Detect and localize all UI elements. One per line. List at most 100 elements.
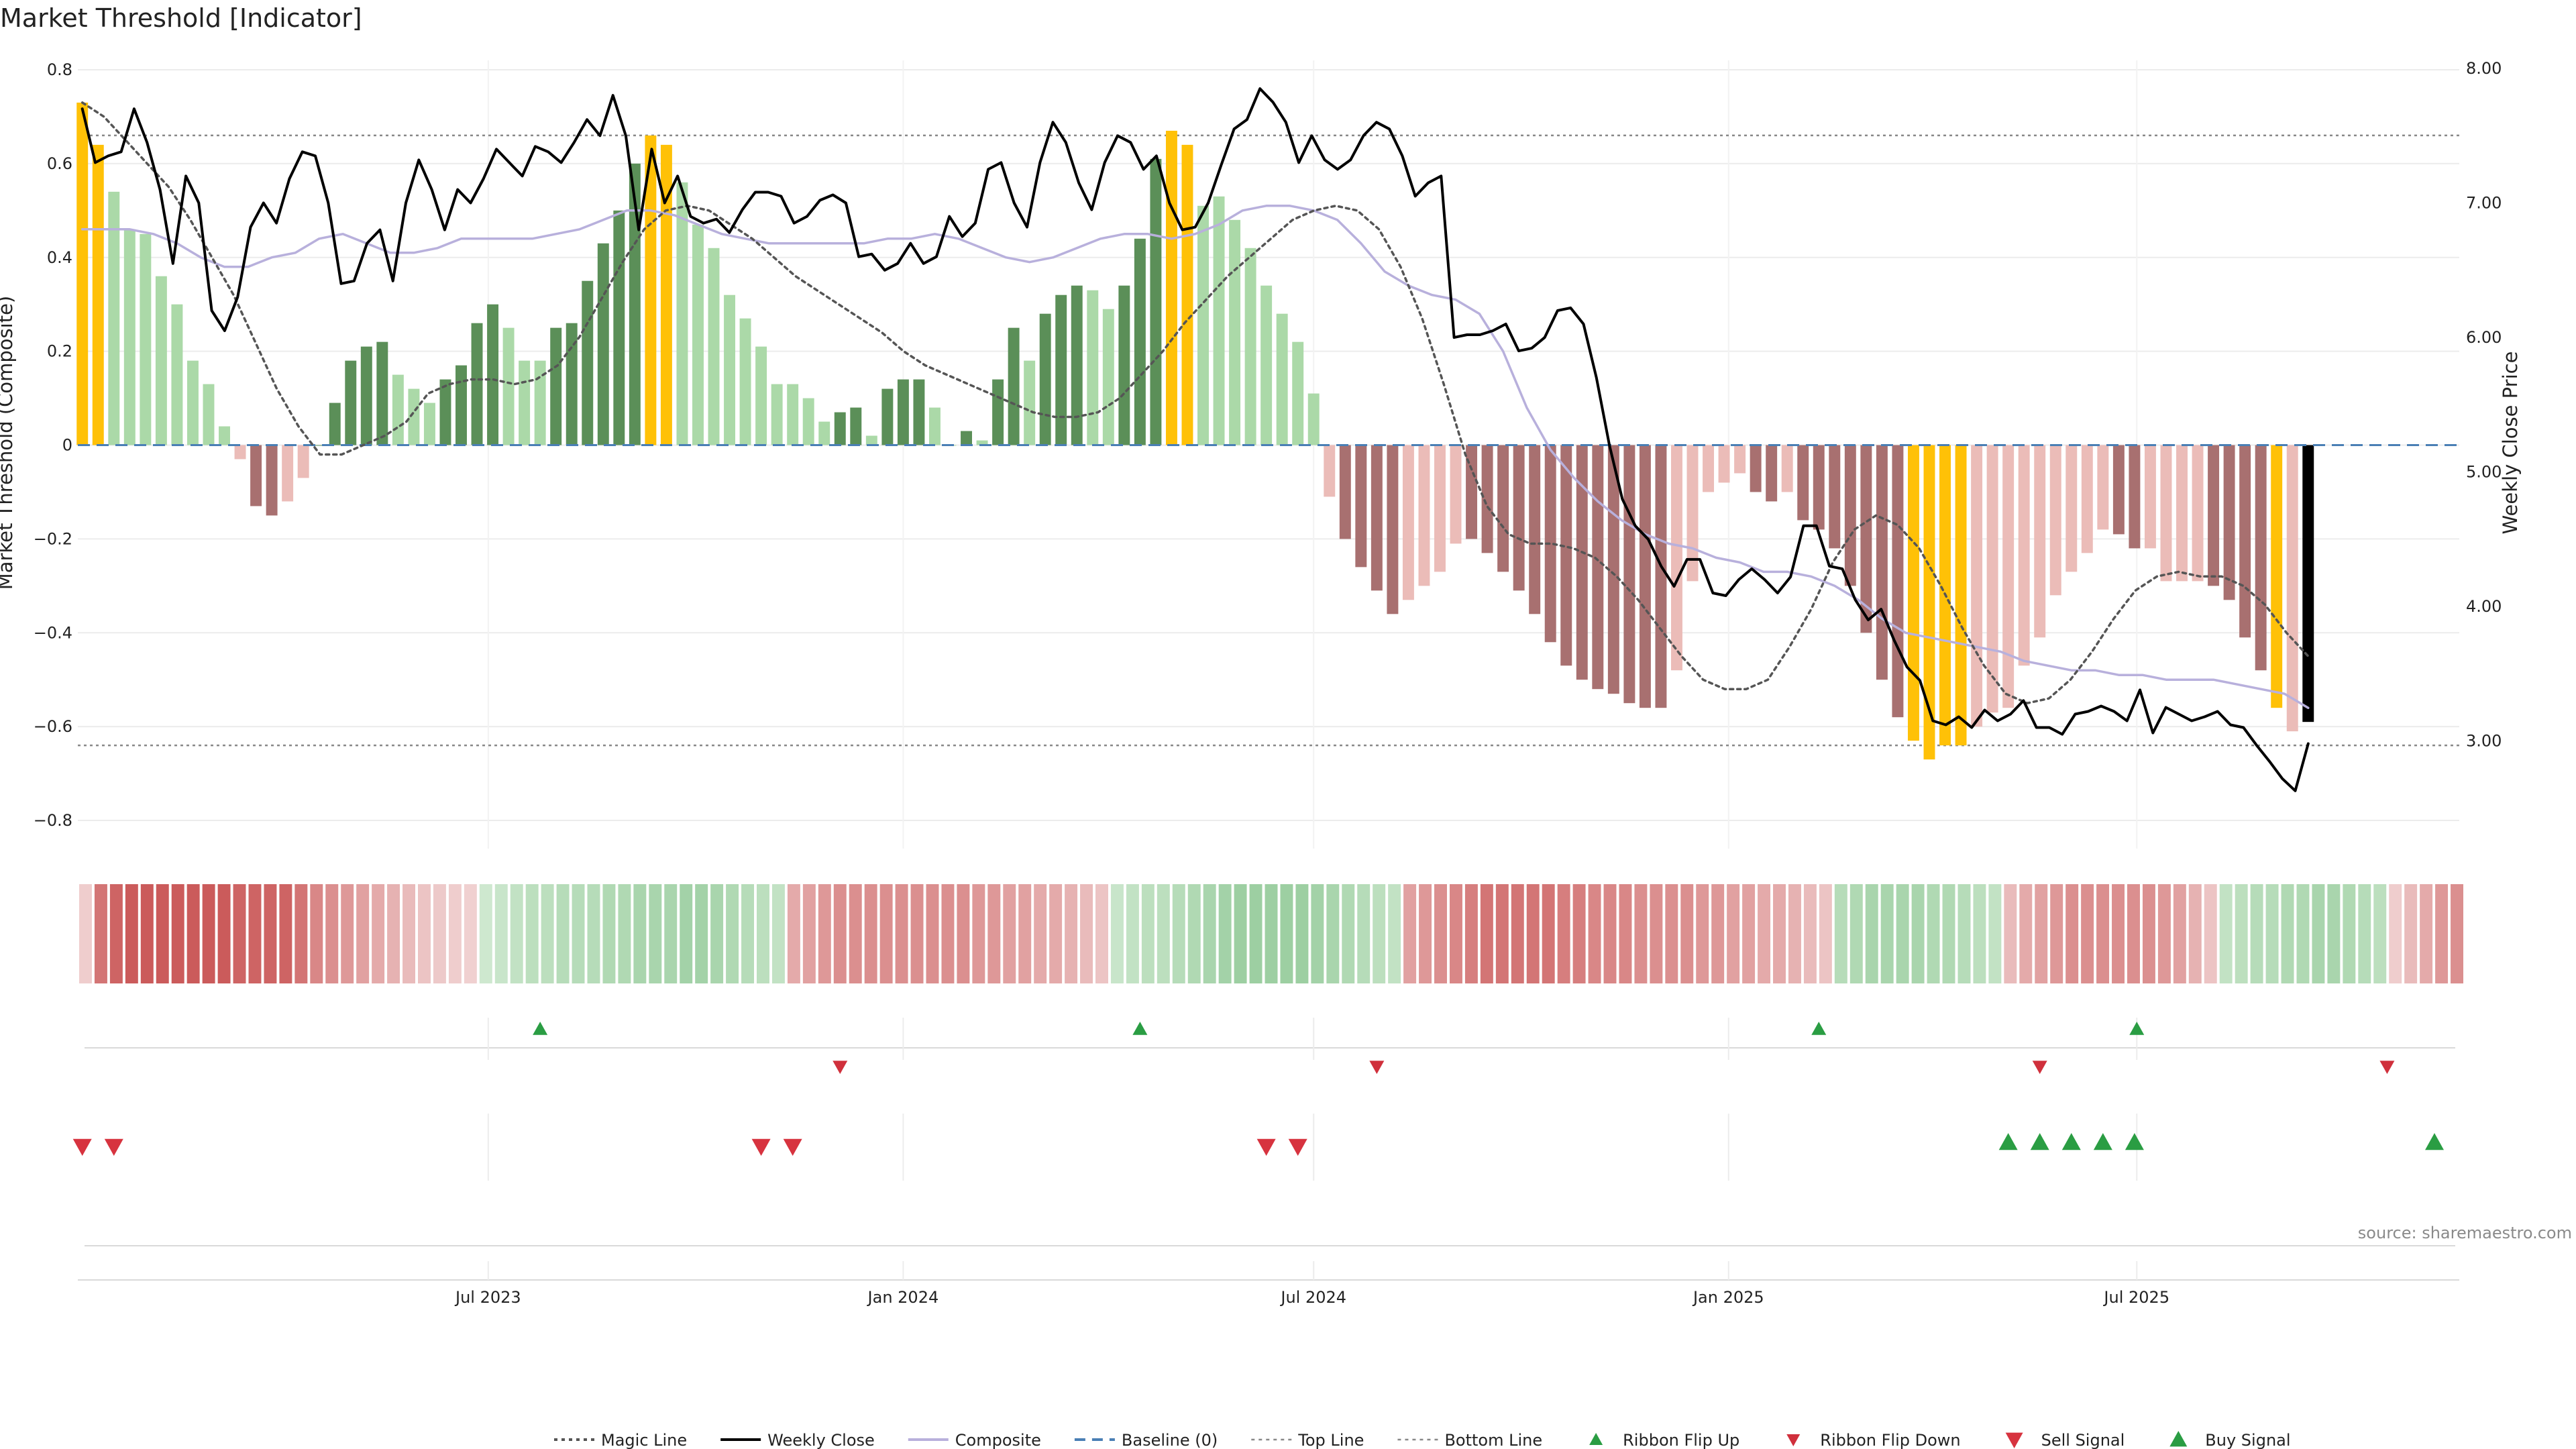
x-axis-ticks: Jul 2023 Jan 2024 Jul 2024 Jan 2025 Jul 2025 xyxy=(454,1288,2169,1307)
legend-label: Bottom Line xyxy=(1444,1431,1542,1449)
ribbon-cell xyxy=(2327,884,2341,983)
ribbon-cell xyxy=(233,884,246,983)
composite-bar xyxy=(140,233,152,445)
ribbon-cell xyxy=(1218,884,1232,983)
ribbon-cell xyxy=(1957,884,1971,983)
composite-bar xyxy=(913,379,925,445)
composite-bar xyxy=(76,102,89,445)
composite-bar xyxy=(439,379,451,445)
ribbon-cell xyxy=(1911,884,1925,983)
composite-bar xyxy=(2286,445,2298,732)
weekly-close-line xyxy=(80,87,2310,792)
composite-bar xyxy=(502,327,515,445)
ribbon-cell xyxy=(325,884,339,983)
composite-bar xyxy=(2034,445,2046,638)
buy-signal-marker xyxy=(2093,1133,2112,1150)
x-tick-label: Jan 2025 xyxy=(1692,1288,1764,1307)
ribbon-cell xyxy=(2296,884,2310,983)
composite-bar xyxy=(282,445,294,502)
composite-bar xyxy=(1134,238,1146,445)
sell-signal-marker xyxy=(783,1138,802,1156)
composite-bar xyxy=(1324,445,1336,497)
composite-bar xyxy=(1355,445,1367,568)
ribbon-cell xyxy=(864,884,877,983)
composite-bar xyxy=(108,191,120,445)
composite-bar xyxy=(865,435,877,445)
ribbon-flip-down-marker xyxy=(1369,1061,1385,1074)
composite-bar xyxy=(329,402,341,445)
ribbon-cell xyxy=(1234,884,1247,983)
composite-bar xyxy=(1039,313,1051,445)
composite-bar xyxy=(961,431,972,445)
y-tick-label: 0 xyxy=(62,436,72,455)
composite-bar xyxy=(519,360,531,445)
ribbon-cell xyxy=(2004,884,2017,983)
ribbon-flip-down-marker xyxy=(2032,1061,2047,1074)
composite-bar xyxy=(1276,313,1288,445)
ribbon-cell xyxy=(418,884,431,983)
composite-bar xyxy=(1055,294,1067,445)
composite-bar xyxy=(1213,196,1225,445)
composite-bar xyxy=(1813,445,1825,530)
ribbon-cell xyxy=(1003,884,1016,983)
ribbon-cell xyxy=(1988,884,2002,983)
buy-signal-marker xyxy=(1998,1133,2018,1150)
ribbon-cell xyxy=(757,884,769,983)
ribbon-cell xyxy=(2204,884,2217,983)
composite-bar xyxy=(1718,445,1730,483)
ribbon-cell xyxy=(1572,884,1586,983)
ribbon-cell xyxy=(2081,884,2094,983)
ribbon-cell xyxy=(248,884,262,983)
ribbon-cell xyxy=(109,884,123,983)
ribbon-cell xyxy=(1742,884,1756,983)
ribbon-cell xyxy=(2265,884,2279,983)
ribbon-cell xyxy=(1080,884,1093,983)
y-axis-title: Market Threshold (Composite) xyxy=(0,296,17,590)
legend-label: Composite xyxy=(955,1431,1041,1449)
composite-bar xyxy=(1071,285,1083,445)
ribbon-cell xyxy=(448,884,462,983)
ribbon-cell xyxy=(664,884,678,983)
composite-bar xyxy=(582,280,594,445)
ribbon-cell xyxy=(372,884,385,983)
ribbon-cell xyxy=(1172,884,1185,983)
composite-bar xyxy=(250,445,262,506)
buy-signal-marker xyxy=(2425,1133,2445,1150)
composite-bar xyxy=(2049,445,2061,596)
ribbon-cell xyxy=(1034,884,1047,983)
ribbon-cell xyxy=(1373,884,1386,983)
legend-item: Baseline (0) xyxy=(1074,1431,1218,1449)
ribbon-cell xyxy=(1403,884,1417,983)
composite-bar xyxy=(376,341,388,445)
legend-label: Ribbon Flip Down xyxy=(1820,1431,1960,1449)
ribbon-cell xyxy=(1249,884,1263,983)
composite-bar xyxy=(897,379,909,445)
ribbon-cell xyxy=(433,884,446,983)
ribbon-cell xyxy=(1834,884,1847,983)
composite-bar xyxy=(171,304,183,445)
legend-item: Composite xyxy=(908,1431,1041,1449)
composite-bar xyxy=(360,346,372,445)
ribbon-flip-up-marker xyxy=(2129,1022,2145,1035)
composite-bar xyxy=(660,144,672,445)
ribbon-cell xyxy=(833,884,847,983)
ribbon-cell xyxy=(525,884,539,983)
composite-bar xyxy=(1781,445,1793,492)
ribbon-cell xyxy=(1603,884,1617,983)
ribbon-cell xyxy=(726,884,739,983)
x-tick-label: Jan 2024 xyxy=(867,1288,939,1307)
sell-signal-marker xyxy=(1288,1138,1307,1156)
composite-bar xyxy=(2160,445,2172,582)
ribbon-cell xyxy=(310,884,323,983)
legend-item: Magic Line xyxy=(554,1431,687,1449)
composite-bar xyxy=(1829,445,1841,549)
ribbon-cell xyxy=(618,884,631,983)
ribbon-cell xyxy=(1157,884,1170,983)
ribbon-cell xyxy=(2019,884,2033,983)
composite-bar xyxy=(1639,445,1651,708)
ribbon-cell xyxy=(294,884,308,983)
composite-bar xyxy=(2255,445,2267,671)
composite-bar xyxy=(471,323,483,445)
ribbon-cell xyxy=(879,884,893,983)
ribbon-cell xyxy=(1434,884,1447,983)
